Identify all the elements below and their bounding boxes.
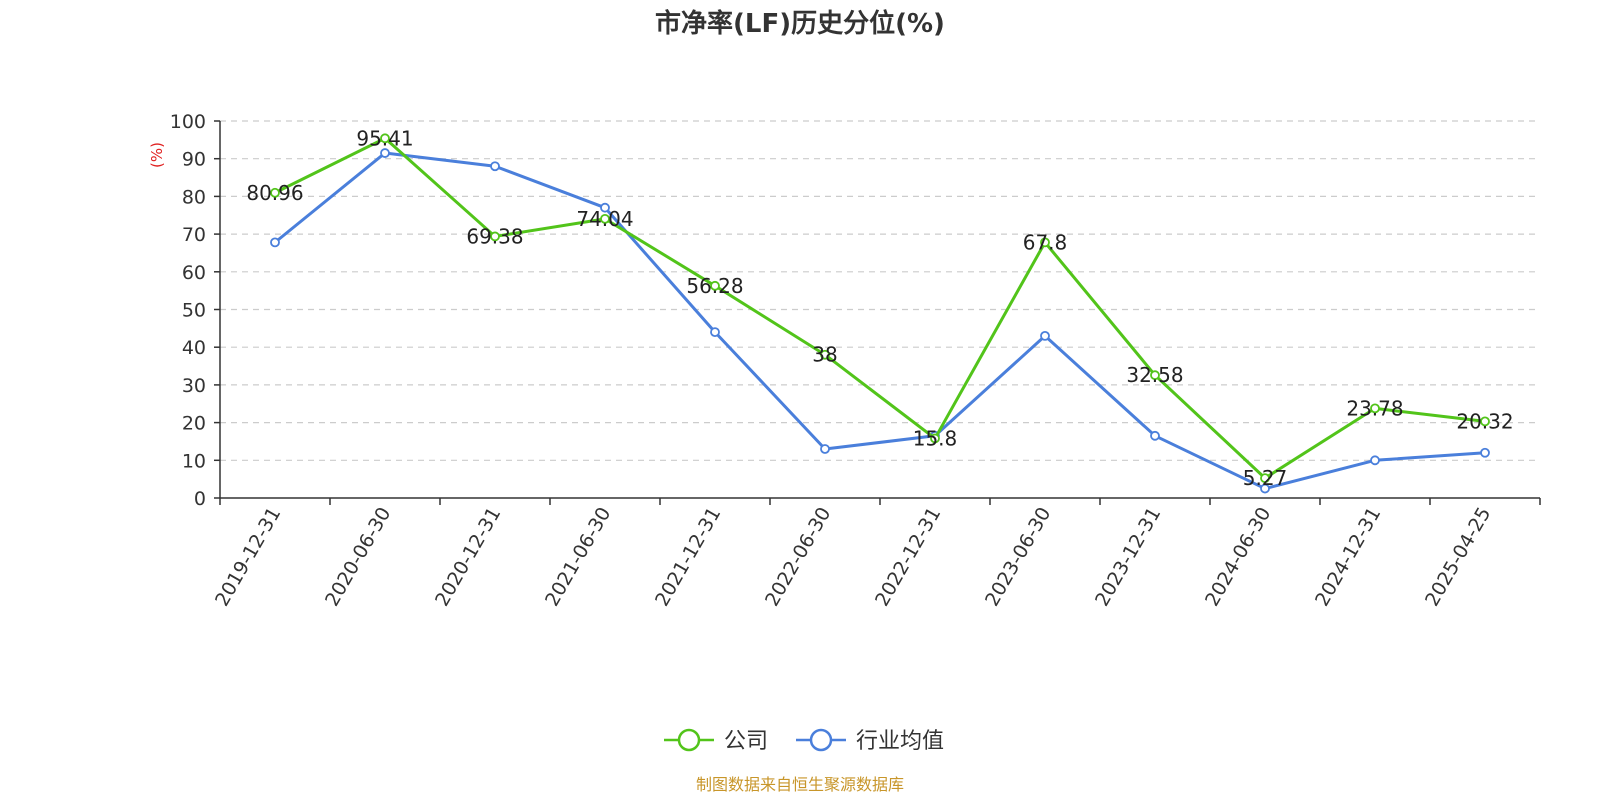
data-point: [1150, 430, 1160, 441]
y-tick-label: 80: [182, 186, 206, 208]
axes: 0 10 20 30 40 50 60 70 80 90 100 2019-12-31 2020-06-…: [170, 111, 1541, 611]
data-label: 67.8: [1023, 230, 1068, 254]
data-point: [270, 237, 280, 248]
y-tick-label: 50: [182, 300, 206, 322]
data-point: [1260, 483, 1270, 494]
data-label: 56.28: [686, 274, 743, 298]
x-tick-label: 2019-12-31: [211, 504, 285, 611]
x-tick-label: 2024-12-31: [1311, 504, 1385, 611]
data-label: 23.78: [1346, 396, 1403, 420]
legend-marker: [809, 728, 833, 752]
data-label: 20.32: [1456, 409, 1513, 433]
series-lines: [270, 133, 1490, 494]
y-tick-label: 40: [182, 337, 206, 359]
data-label: 32.58: [1126, 363, 1183, 387]
data-point: [930, 433, 940, 444]
series-line-industry: [274, 151, 1486, 491]
data-label: 80.96: [246, 181, 303, 205]
data-point: [490, 231, 500, 242]
data-point: [820, 349, 830, 360]
x-tick-label: 2024-06-30: [1201, 504, 1275, 611]
data-label: 5.27: [1243, 466, 1288, 490]
x-tick-label: 2022-12-31: [871, 504, 945, 611]
data-label: 15.8: [913, 426, 958, 450]
x-tick-label: 2020-06-30: [321, 504, 395, 611]
x-tick-label: 2023-12-31: [1091, 504, 1165, 611]
y-tick-label: 0: [194, 488, 206, 510]
data-point: [1480, 447, 1490, 458]
x-tick-label: 2020-12-31: [431, 504, 505, 611]
data-label: 74.04: [576, 207, 633, 231]
legend-marker: [677, 728, 701, 752]
data-point: [710, 327, 720, 338]
data-point: [1370, 455, 1380, 466]
data-label: 95.41: [356, 126, 413, 150]
data-point: [380, 133, 390, 144]
data-point: [820, 444, 830, 454]
legend-label: 公司: [724, 729, 768, 754]
y-tick-label: 70: [182, 224, 206, 246]
y-axis-label: (%): [148, 142, 166, 168]
legend-label: 行业均值: [856, 729, 944, 754]
x-tick-label: 2025-04-25: [1421, 504, 1495, 611]
data-point: [1480, 416, 1490, 427]
source-note: 制图数据来自恒生聚源数据库: [696, 775, 904, 794]
data-point: [1040, 237, 1050, 248]
data-point: [600, 202, 610, 213]
x-tick-label: 2023-06-30: [981, 504, 1055, 611]
data-point: [710, 280, 720, 291]
y-tick-label: 30: [182, 375, 206, 397]
x-tick-label: 2022-06-30: [761, 504, 835, 611]
y-tick-label: 100: [170, 111, 206, 133]
data-point: [1150, 370, 1160, 381]
data-point: [490, 161, 500, 172]
series-line-company: [274, 136, 1486, 480]
data-label: 38: [812, 343, 837, 367]
x-tick-label: 2021-12-31: [651, 504, 725, 611]
y-tick-label: 10: [182, 450, 206, 472]
legend: 公司 行业均值: [664, 728, 944, 754]
y-tick-label: 90: [182, 149, 206, 171]
data-point: [1040, 330, 1050, 341]
data-point: [380, 148, 390, 158]
data-point: [270, 187, 280, 198]
x-tick-label: 2021-06-30: [541, 504, 615, 611]
grid-lines: [220, 120, 1540, 461]
data-point: [1260, 473, 1270, 484]
data-labels: 80.96 95.41 69.38 74.04 56.28 38 15.8 67.8 32.58…: [246, 126, 1513, 490]
data-point: [600, 213, 610, 224]
data-point: [1370, 403, 1380, 414]
y-tick-label: 20: [182, 413, 206, 435]
chart-title: 市净率(LF)历史分位(%): [655, 8, 945, 39]
y-tick-label: 60: [182, 262, 206, 284]
data-label: 69.38: [466, 224, 523, 248]
